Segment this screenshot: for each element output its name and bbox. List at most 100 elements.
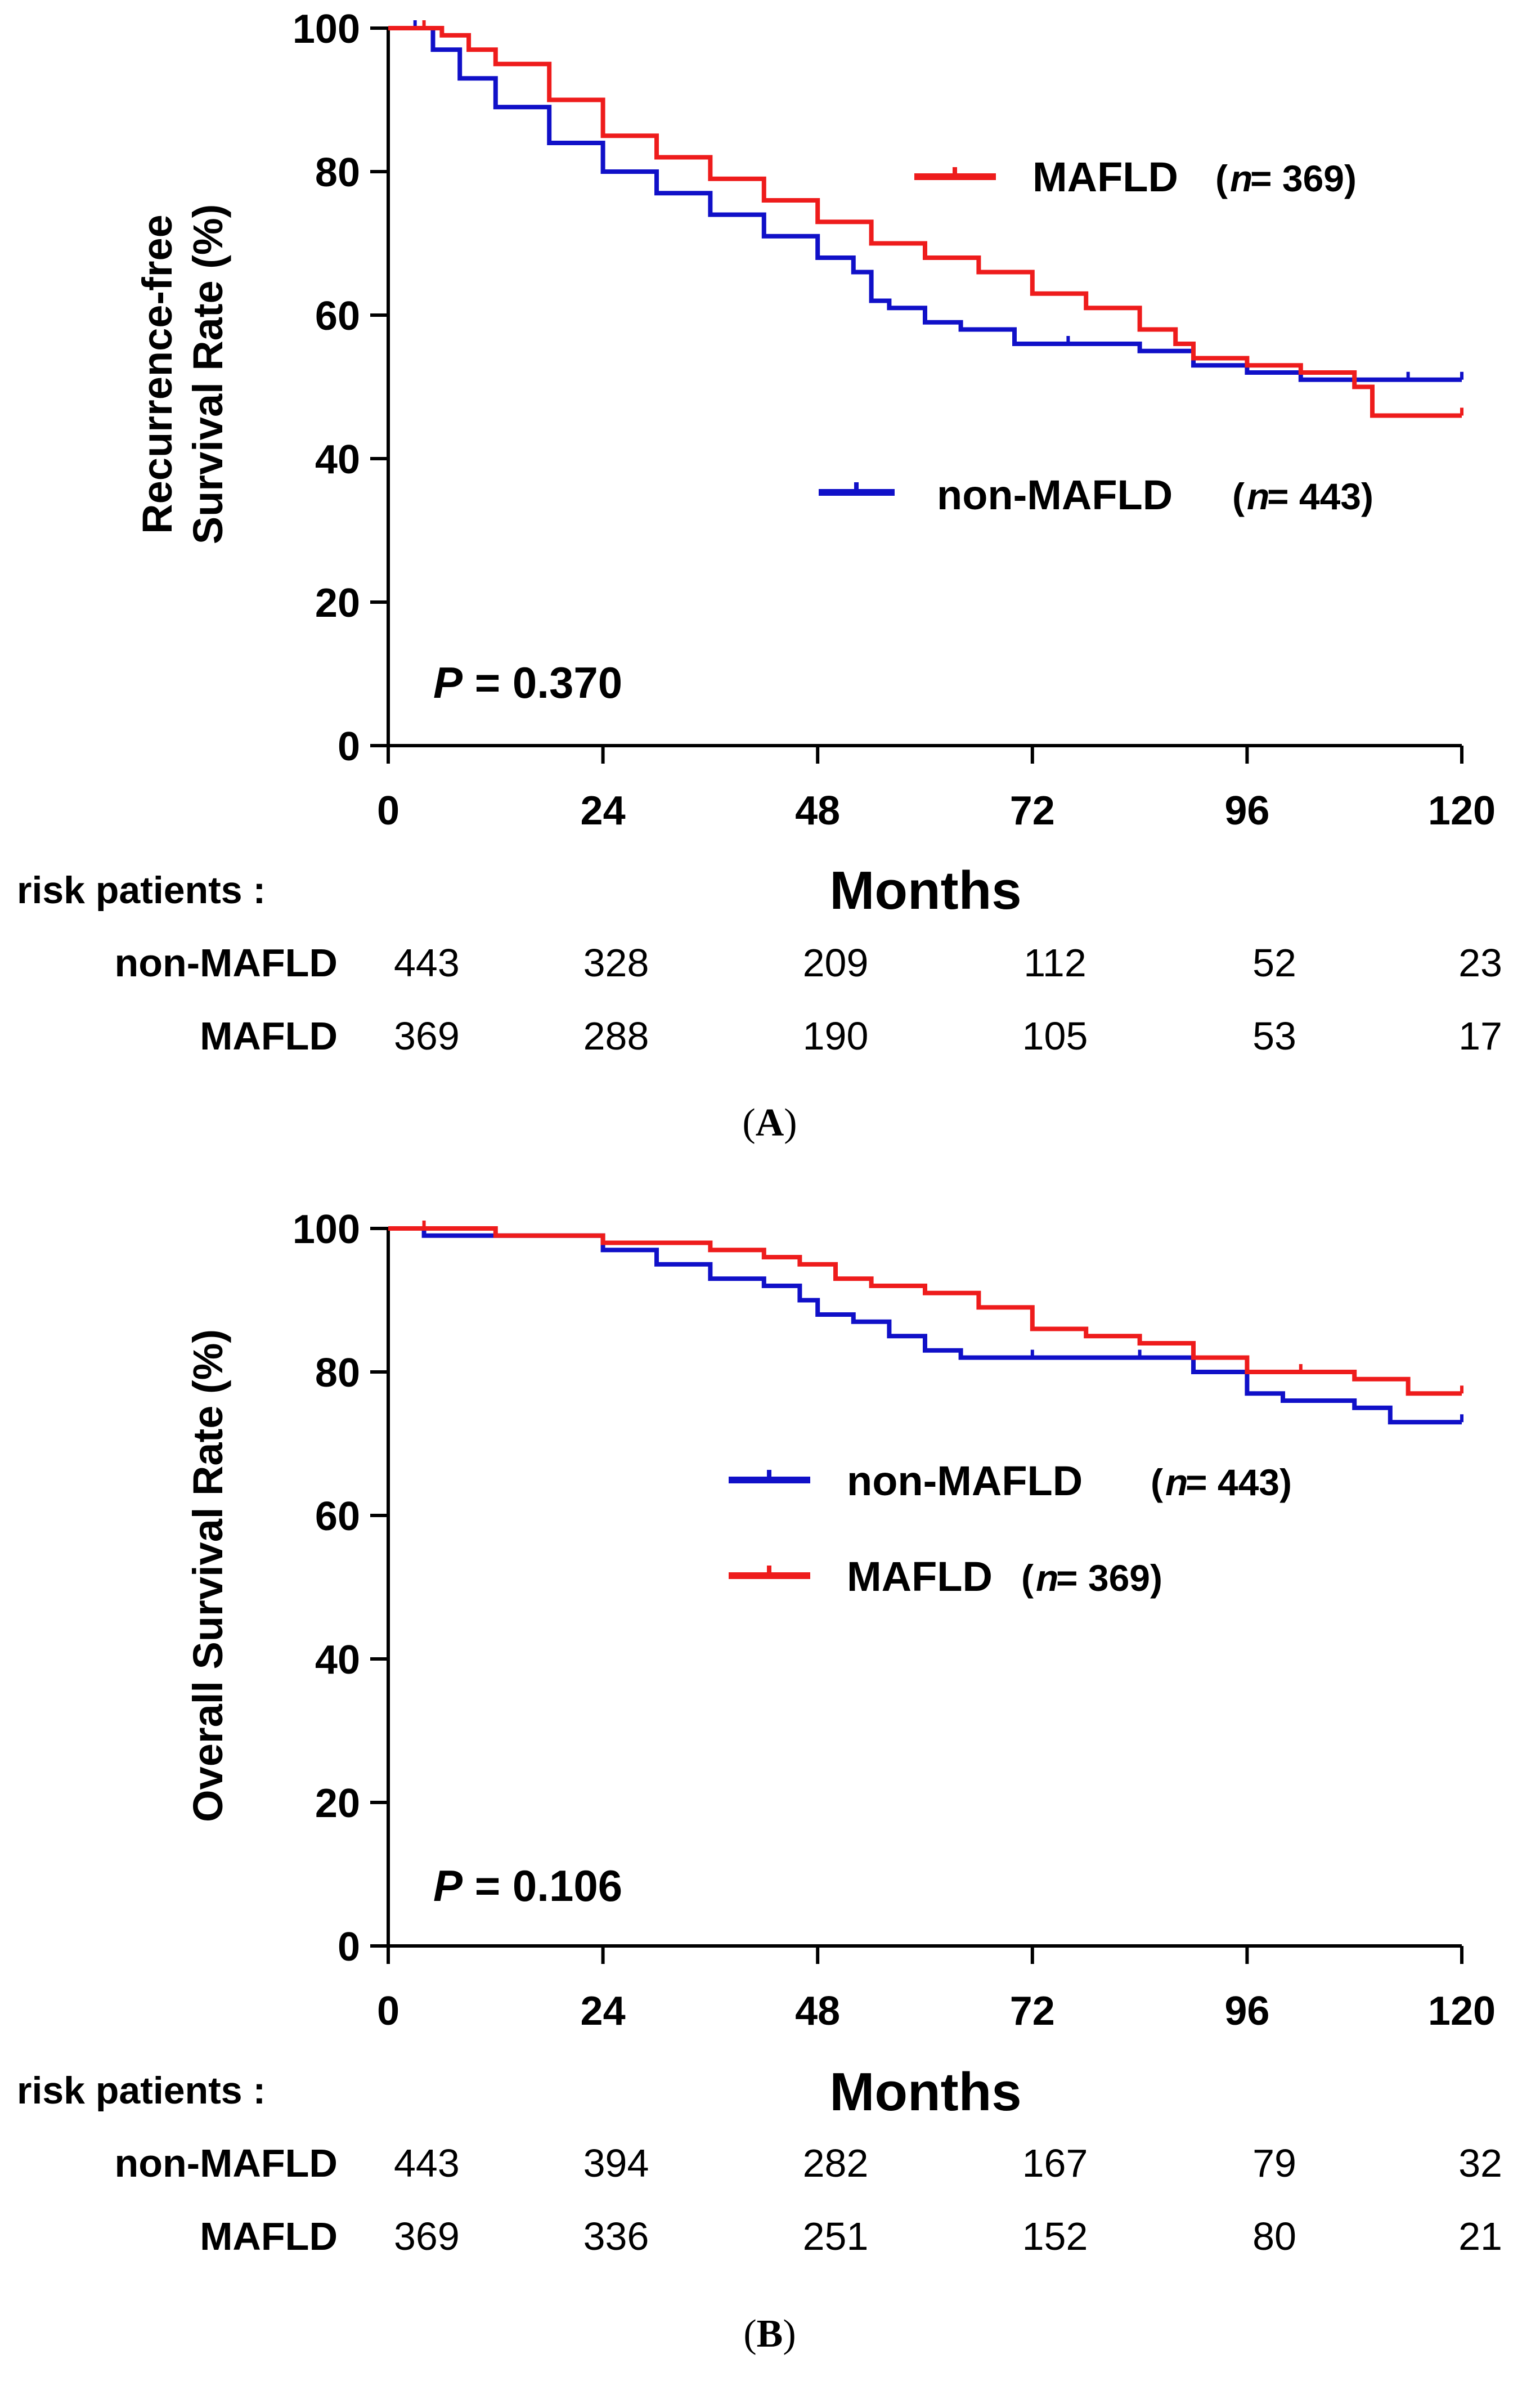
legend-non-mafld-label: non-MAFLD [937,472,1173,518]
panel-a-p-number: = 0.370 [463,658,622,707]
risk-count: 282 [803,2141,869,2185]
panel-b-p-value: P = 0.106 [433,1861,622,1910]
y-tick-label: 100 [293,7,360,52]
y-tick-label: 40 [315,437,360,482]
panel-b-p-number: = 0.106 [463,1861,622,1910]
x-tick-label: 0 [377,788,399,833]
panel-a-xlabel: Months [829,860,1021,921]
risk-count: 105 [1022,1014,1088,1058]
panel-b-xlabel: Months [829,2062,1021,2122]
y-tick-label: 0 [338,1925,360,1970]
y-tick-label: 20 [315,581,360,626]
panel-a-risk-group-non-mafld: non-MAFLD [114,941,338,985]
y-tick-label: 100 [293,1207,360,1252]
x-tick-label: 48 [795,1989,840,2034]
legend-non-mafld-n-value: = 443) [1267,476,1373,517]
survival-curve-mafld [388,26,1462,418]
risk-count: 369 [394,1014,460,1058]
legend-mafld-n-symbol: n [1230,158,1252,199]
legend-non-mafld-n-open: ( [1232,476,1245,517]
risk-count: 369 [394,2214,460,2258]
panel-b-p-symbol: P [433,1861,463,1910]
legend-b-non-mafld-n-value: = 443) [1186,1461,1292,1503]
panel-a-risk-table: risk patients : non-MAFLD MAFLD 443 328 20… [17,869,1502,1058]
y-tick-label: 60 [315,294,360,339]
risk-count: 167 [1022,2141,1088,2185]
panel-b-letter: B [757,2312,783,2356]
risk-count: 443 [394,941,460,985]
panel-b-risk-values: 443 394 282 167 79 32 369 336 251 152 80 21 [394,2141,1502,2258]
risk-count: 152 [1022,2214,1088,2258]
panel-b-plot: 0 20 40 60 80 100 0 24 48 72 96 120 [293,1207,1496,2034]
panel-a-ylabel-line2: Survival Rate (%) [185,204,231,545]
legend-b-non-mafld-label: non-MAFLD [847,1457,1083,1504]
risk-count: 79 [1252,2141,1296,2185]
legend-b-non-mafld-n-open: ( [1151,1461,1163,1503]
survival-curve-non-mafld [388,1226,1462,1425]
panel-b-risk-table: risk patients : non-MAFLD MAFLD 443 394 28… [17,2069,1502,2258]
panel-a-ylabel-line1: Recurrence-free [134,214,181,534]
risk-count: 190 [803,1014,869,1058]
y-tick-label: 40 [315,1638,360,1683]
risk-count: 17 [1458,1014,1502,1058]
panel-b-legend: non-MAFLD ( n = 443) MAFLD ( n = 369) [729,1457,1292,1600]
panel-b-risk-group-mafld: MAFLD [200,2214,338,2258]
y-tick-label: 0 [338,724,360,769]
legend-mafld-n-open: ( [1215,158,1228,199]
risk-count: 288 [583,1014,649,1058]
risk-count: 328 [583,941,649,985]
panel-a-legend: MAFLD ( n = 369) non-MAFLD ( n = 443) [819,154,1373,518]
x-tick-label: 72 [1010,788,1055,833]
panel-a-letter: A [756,1101,784,1145]
y-tick-label: 20 [315,1781,360,1826]
risk-count: 53 [1252,1014,1296,1058]
legend-b-mafld-n-open: ( [1021,1557,1034,1599]
risk-count: 23 [1458,941,1502,985]
x-tick-label: 120 [1428,788,1496,833]
x-tick-label: 48 [795,788,840,833]
panel-b-risk-title: risk patients : [17,2069,266,2112]
panel-b: 0 20 40 60 80 100 0 24 48 72 96 120 non-MAFLD ( n =… [17,1207,1502,2356]
risk-count: 394 [583,2141,649,2185]
risk-count: 21 [1458,2214,1502,2258]
panel-b-risk-group-non-mafld: non-MAFLD [114,2141,338,2185]
panel-b-label: (B) [743,2312,796,2356]
legend-mafld-n-value: = 369) [1250,158,1357,199]
legend-b-mafld-label: MAFLD [847,1553,993,1600]
panel-a-risk-values: 443 328 209 112 52 23 369 288 190 105 53 17 [394,941,1502,1058]
panel-b-ylabel: Overall Survival Rate (%) [185,1329,231,1822]
risk-count: 80 [1252,2214,1296,2258]
legend-b-mafld-n-value: = 369) [1056,1557,1162,1599]
panel-a-p-symbol: P [433,658,463,707]
survival-curve-mafld [388,1226,1462,1396]
legend-mafld-label: MAFLD [1032,154,1178,200]
panel-a-risk-group-mafld: MAFLD [200,1014,338,1058]
panel-a-plot: 0 20 40 60 80 100 0 24 48 72 96 120 [293,7,1496,833]
x-tick-label: 96 [1224,788,1269,833]
x-tick-label: 24 [581,1989,626,2034]
panel-a-p-value: P = 0.370 [433,658,622,707]
y-tick-label: 80 [315,1351,360,1396]
x-tick-label: 24 [581,788,626,833]
panel-a-label: (A) [742,1101,797,1145]
legend-non-mafld-n-symbol: n [1247,476,1269,517]
risk-count: 112 [1023,941,1086,985]
panel-a: 0 20 40 60 80 100 0 24 48 72 96 120 MAFLD ( n = 369… [17,7,1502,1145]
y-tick-label: 80 [315,150,360,195]
x-tick-label: 96 [1224,1989,1269,2034]
legend-b-non-mafld-n-symbol: n [1165,1461,1188,1503]
risk-count: 209 [803,941,869,985]
risk-count: 336 [583,2214,649,2258]
panel-a-risk-title: risk patients : [17,869,266,912]
risk-count: 52 [1252,941,1296,985]
x-tick-label: 72 [1010,1989,1055,2034]
risk-count: 251 [803,2214,869,2258]
legend-b-mafld-n-symbol: n [1036,1557,1058,1599]
risk-count: 443 [394,2141,460,2185]
risk-count: 32 [1458,2141,1502,2185]
x-tick-label: 120 [1428,1989,1496,2034]
y-tick-label: 60 [315,1494,360,1539]
x-tick-label: 0 [377,1989,399,2034]
